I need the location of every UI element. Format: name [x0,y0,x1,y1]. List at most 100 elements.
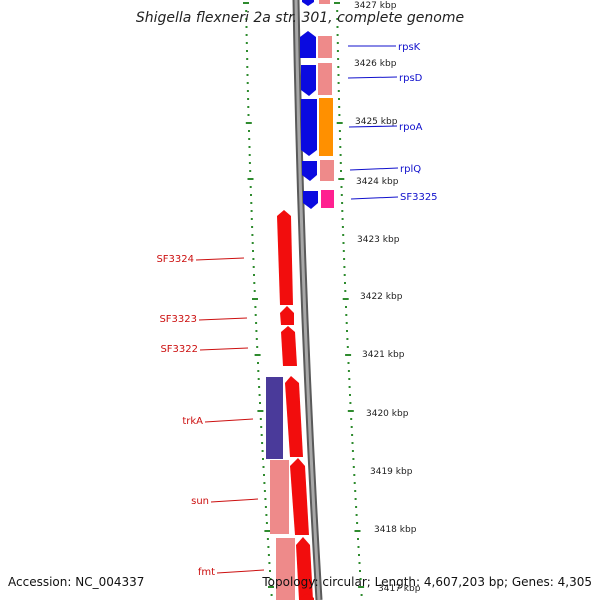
tick-mark [339,162,342,164]
tick-mark [342,234,345,236]
tick-mark [354,490,357,492]
gene-feature-blue[interactable] [302,0,314,6]
gene-trkA[interactable] [285,376,303,457]
gene-label-rpoA[interactable]: rpoA [399,122,423,133]
tick-mark [344,290,347,292]
leader-line [216,569,265,574]
gene-label-SF3324[interactable]: SF3324 [156,254,194,265]
gene-rpoA-orange[interactable] [319,98,333,156]
tick-mark [270,594,273,596]
kbp-label: 3417 kbp [378,584,421,594]
gene-rpoA[interactable] [301,99,317,156]
tick-mark [346,330,348,332]
tick-mark [340,194,343,196]
tick-mark [345,354,352,356]
gene-SF3323[interactable] [280,306,294,325]
gene-rpsK-pink[interactable] [318,36,332,58]
gene-rplQ[interactable] [302,161,317,181]
leader-line [199,347,249,351]
tick-mark [262,466,265,468]
tick-mark [269,570,271,572]
gene-label-rpsD[interactable]: rpsD [399,73,423,84]
tick-mark [355,506,358,508]
gene-label-SF3322[interactable]: SF3322 [160,344,198,355]
tick-mark [338,114,341,116]
leader-line [195,257,245,261]
tick-mark [344,282,346,284]
tick-mark [260,426,263,428]
tick-mark [357,538,359,540]
gene-label-SF3323[interactable]: SF3323 [159,314,197,325]
gene-SF3324[interactable] [277,210,293,305]
tick-mark [343,274,346,276]
tick-mark [338,178,345,180]
leader-line [350,196,399,200]
tick-mark [337,58,340,60]
gene-label-sun[interactable]: sun [191,496,209,507]
gene-rplQ-pink[interactable] [320,160,334,181]
tick-mark [264,498,267,500]
gene-features [266,0,334,600]
tick-mark [247,106,250,108]
reverse-gene-labels: SF3324 SF3323 SF3322 trkA sun fmt [156,254,265,578]
tick-guides [243,2,365,596]
gene-SF3325-magenta[interactable] [321,190,334,208]
gene-rpsK[interactable] [300,31,316,58]
tick-mark [261,442,264,444]
tick-mark [257,410,264,412]
gene-sun[interactable] [290,458,309,535]
tick-mark [353,482,356,484]
tick-mark [245,42,248,44]
accession-text: Accession: NC_004337 [8,575,144,589]
tick-mark [341,226,344,228]
gene-fmt[interactable] [296,537,313,600]
gene-feature-pink[interactable] [319,0,330,4]
tick-mark [246,90,249,92]
tick-mark [340,170,342,172]
gene-label-trkA[interactable]: trkA [182,416,203,427]
gene-label-rplQ[interactable]: rplQ [400,164,421,175]
tick-mark [255,322,258,324]
gene-fmt-pink[interactable] [276,538,295,600]
tick-mark [360,594,363,596]
gene-label-SF3325[interactable]: SF3325 [400,192,438,203]
tick-mark [349,394,351,396]
tick-mark [349,402,352,404]
gene-SF3325[interactable] [303,191,318,209]
tick-mark [247,98,250,100]
tick-mark [355,514,358,516]
gene-feature-red[interactable] [300,593,314,600]
tick-mark [336,50,339,52]
tick-mark [252,258,255,260]
tick-mark [245,122,252,124]
gene-SF3322[interactable] [281,326,297,366]
gene-label-fmt[interactable]: fmt [198,567,215,578]
tick-mark [351,450,354,452]
tick-mark [343,258,346,260]
tick-mark [259,402,261,404]
tick-mark [263,474,265,476]
gene-rpsD-pink[interactable] [318,63,332,95]
tick-mark [342,298,349,300]
tick-mark [246,66,249,68]
tick-mark [345,322,348,324]
tick-mark [257,362,259,364]
tick-mark [347,362,350,364]
tick-mark [345,306,347,308]
tick-mark [338,106,341,108]
tick-mark [248,130,250,132]
tick-mark [337,74,340,76]
gene-rpsD[interactable] [301,65,316,96]
tick-mark [337,66,340,68]
tick-mark [246,50,248,52]
tick-mark [254,306,257,308]
tick-mark [258,394,261,396]
kbp-label: 3424 kbp [356,177,399,187]
gene-sun-pink[interactable] [270,460,289,534]
tick-mark [350,426,353,428]
tick-mark [338,130,341,132]
gene-trkA-navy[interactable] [266,377,283,459]
tick-mark [264,530,271,532]
tick-mark [353,474,356,476]
gene-label-rpsK[interactable]: rpsK [398,42,421,53]
